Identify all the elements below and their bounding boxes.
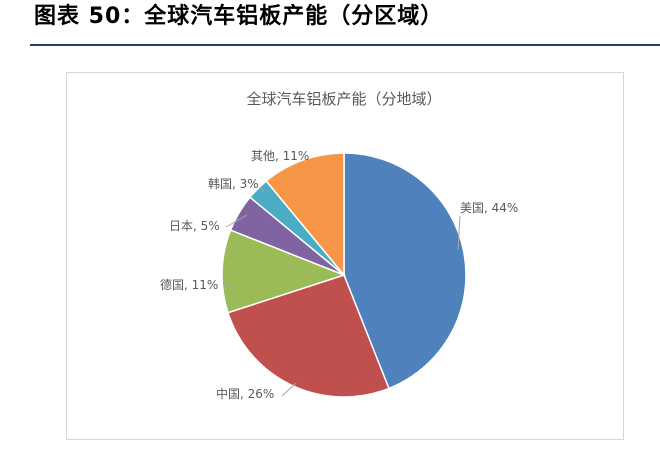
slice-label-1: 中国, 26%: [216, 386, 274, 401]
leader-lines: [224, 161, 461, 397]
pie-slice-1: [227, 274, 390, 398]
chart-title: 全球汽车铝板产能（分地域）: [246, 90, 441, 108]
leader-line-4: [261, 187, 264, 193]
slice-label-3: 日本, 5%: [169, 219, 220, 233]
pie-slice-0: [343, 152, 467, 390]
slice-label-2: 德国, 11%: [160, 277, 218, 292]
slice-label-5: 其他, 11%: [251, 149, 309, 163]
pie-slices: [221, 152, 467, 398]
slice-label-0: 美国, 44%: [460, 201, 518, 215]
pie-slice-2: [221, 229, 347, 314]
pie-slice-5: [265, 152, 345, 278]
leader-line-5: [298, 161, 301, 169]
title-divider: [30, 44, 660, 46]
leader-line-0: [457, 215, 461, 251]
slice-label-4: 韩国, 3%: [208, 176, 259, 191]
slice-labels: 美国, 44% 中国, 26% 德国, 11% 日本, 5% 韩国, 3% 其他, 11%: [160, 149, 518, 401]
leader-line-3: [225, 214, 248, 228]
leader-line-1: [281, 382, 297, 397]
figure-title: 图表 50：全球汽车铝板产能（分区域）: [34, 4, 444, 29]
